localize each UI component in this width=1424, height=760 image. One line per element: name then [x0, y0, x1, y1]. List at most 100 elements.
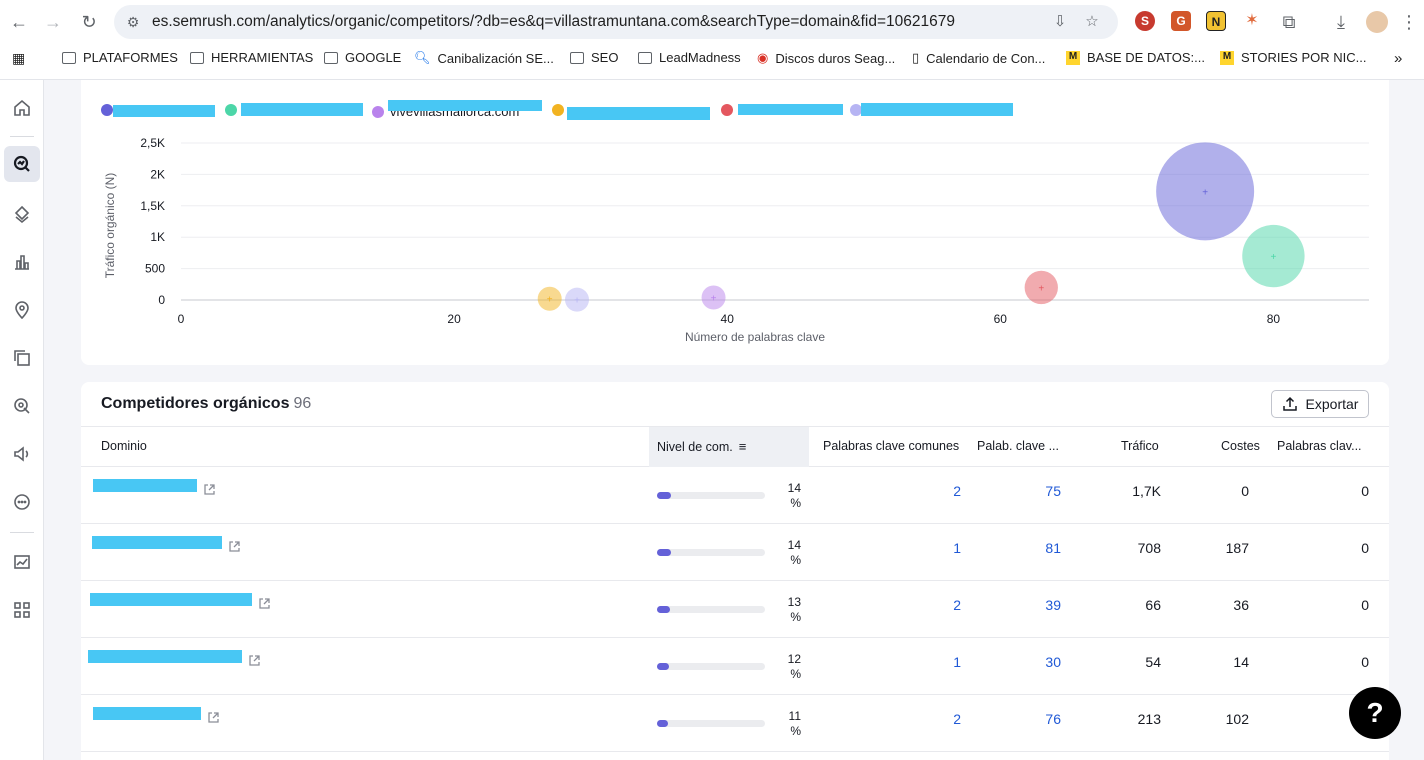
legend-dot	[372, 105, 384, 118]
bookmark-calendario[interactable]: ▯ Calendario de Con...	[912, 50, 1046, 66]
common-keywords-link[interactable]: 2	[953, 597, 961, 613]
profile-avatar[interactable]	[1366, 11, 1388, 33]
common-keywords-link[interactable]: 1	[953, 654, 961, 670]
bookmark-discos-duros[interactable]: ◉ Discos duros Seag...	[757, 50, 896, 66]
column-header-common-keywords[interactable]: Palabras clave comunes	[823, 439, 960, 453]
speaker-icon[interactable]	[4, 436, 40, 472]
legend-item-1[interactable]	[101, 104, 119, 116]
column-header-competition-level[interactable]: Nivel de com. ≡	[657, 439, 747, 454]
column-header-costs[interactable]: Costes	[1221, 439, 1260, 453]
legend-item-5[interactable]	[721, 104, 739, 116]
url-text[interactable]: es.semrush.com/analytics/organic/competi…	[152, 13, 955, 30]
reload-icon[interactable]: ↻	[81, 12, 97, 32]
export-button[interactable]: Exportar	[1271, 390, 1369, 418]
browser-menu-icon[interactable]: ⋮	[1400, 12, 1418, 32]
external-link-icon[interactable]	[207, 711, 220, 724]
column-header-traffic[interactable]: Tráfico	[1121, 439, 1159, 453]
address-bar[interactable]: ⚙ es.semrush.com/analytics/organic/compe…	[114, 5, 1118, 39]
se-keywords-link[interactable]: 30	[1045, 654, 1061, 670]
chat-icon[interactable]	[4, 484, 40, 520]
extension-seo-icon[interactable]: S	[1135, 11, 1155, 31]
bar-chart-icon[interactable]	[4, 244, 40, 280]
traffic-value: 54	[1145, 654, 1161, 670]
organic-research-icon[interactable]	[4, 146, 40, 182]
help-button[interactable]: ?	[1349, 687, 1401, 739]
extensions-puzzle-icon[interactable]: ⧉	[1282, 12, 1296, 32]
bookmark-folder-google[interactable]: GOOGLE	[324, 50, 401, 65]
common-keywords-link[interactable]: 1	[953, 540, 961, 556]
extension-g-icon[interactable]: G	[1171, 11, 1191, 31]
apps-grid-icon[interactable]	[4, 592, 40, 628]
sort-icon: ≡	[738, 439, 747, 454]
bookmark-canibalizacion[interactable]: 🔍︎ Canibalización SE...	[414, 50, 554, 66]
common-keywords-link[interactable]: 2	[953, 711, 961, 727]
legend-item-4[interactable]	[552, 104, 570, 116]
extension-claude-icon[interactable]: ✶	[1245, 12, 1259, 29]
extension-notion-icon[interactable]: N	[1206, 11, 1226, 31]
se-keywords-link[interactable]: 39	[1045, 597, 1061, 613]
traffic-value: 66	[1145, 597, 1161, 613]
paid-keywords-value: 0	[1361, 540, 1369, 556]
se-keywords-link[interactable]: 75	[1045, 483, 1061, 499]
competition-level-value: 13%	[787, 595, 801, 624]
bubble-point	[565, 287, 589, 312]
redaction-bar	[93, 479, 197, 492]
common-keywords-link[interactable]: 2	[953, 483, 961, 499]
trend-chart-icon[interactable]	[4, 544, 40, 580]
column-header-se-keywords[interactable]: Palab. clave ...	[977, 439, 1059, 453]
bookmark-base-de-datos[interactable]: M BASE DE DATOS:...	[1066, 50, 1205, 65]
external-link-icon[interactable]	[228, 540, 241, 553]
forward-icon[interactable]: →	[44, 12, 62, 32]
back-icon[interactable]: ←	[10, 12, 28, 32]
external-link-icon[interactable]	[248, 654, 261, 667]
competition-level-fill	[657, 663, 669, 670]
external-link-icon[interactable]	[203, 483, 216, 496]
home-icon[interactable]	[4, 90, 40, 126]
more-bookmarks-icon[interactable]: »	[1394, 50, 1403, 67]
table-header: Dominio Nivel de com. ≡ Palabras clave co…	[81, 426, 1389, 467]
legend-dot	[552, 104, 564, 116]
layers-icon[interactable]	[4, 196, 40, 232]
column-header-paid-keywords[interactable]: Palabras clav...	[1277, 439, 1362, 453]
se-keywords-link[interactable]: 81	[1045, 540, 1061, 556]
legend-dot	[101, 104, 113, 116]
bookmark-folder-plataformes[interactable]: PLATAFORMES	[62, 50, 178, 65]
bubble-center-mark: +	[547, 295, 553, 306]
install-app-icon[interactable]: ⇩	[1053, 13, 1067, 30]
x-tick-label: 0	[178, 312, 185, 326]
competition-level-bar	[657, 606, 765, 613]
competition-level-bar	[657, 720, 765, 727]
bookmark-star-icon[interactable]: ☆	[1085, 13, 1099, 30]
redaction-bar	[241, 103, 363, 116]
paid-keywords-value: 0	[1361, 654, 1369, 670]
external-link-icon[interactable]	[258, 597, 271, 610]
bookmark-icon: ▯	[912, 50, 920, 65]
costs-value: 0	[1241, 483, 1249, 499]
redaction-bar	[388, 100, 542, 111]
location-pin-icon[interactable]	[4, 292, 40, 328]
y-axis-label: Tráfico orgánico (N)	[103, 173, 117, 279]
legend-item-2[interactable]	[225, 104, 243, 116]
download-icon[interactable]: ⤓	[1337, 12, 1345, 32]
export-icon	[1282, 396, 1297, 411]
bookmark-stories[interactable]: M STORIES POR NIC...	[1220, 50, 1366, 65]
legend-dot	[225, 104, 237, 116]
bubble-point	[1156, 142, 1255, 241]
competition-level-value: 12%	[787, 652, 801, 681]
legend-item-6[interactable]	[850, 104, 868, 116]
bookmark-folder-herramientas[interactable]: HERRAMIENTAS	[190, 50, 313, 65]
competition-level-value: 11%	[788, 709, 801, 738]
se-keywords-link[interactable]: 76	[1045, 711, 1061, 727]
competition-level-fill	[657, 549, 671, 556]
copy-icon[interactable]	[4, 340, 40, 376]
bookmark-folder-seo[interactable]: SEO	[570, 50, 618, 65]
target-cursor-icon[interactable]	[4, 388, 40, 424]
site-settings-icon[interactable]: ⚙	[126, 14, 140, 30]
bubble-center-mark: +	[711, 293, 717, 304]
competition-level-bar	[657, 549, 765, 556]
bubble-point	[1242, 224, 1305, 288]
column-header-domain[interactable]: Dominio	[101, 439, 147, 453]
apps-icon[interactable]: ▦	[12, 50, 26, 66]
bookmark-folder-leadmadness[interactable]: LeadMadness	[638, 50, 741, 65]
bookmarks-bar: ▦ PLATAFORMES HERRAMIENTAS GOOGLE 🔍︎ Cani…	[0, 44, 1424, 74]
